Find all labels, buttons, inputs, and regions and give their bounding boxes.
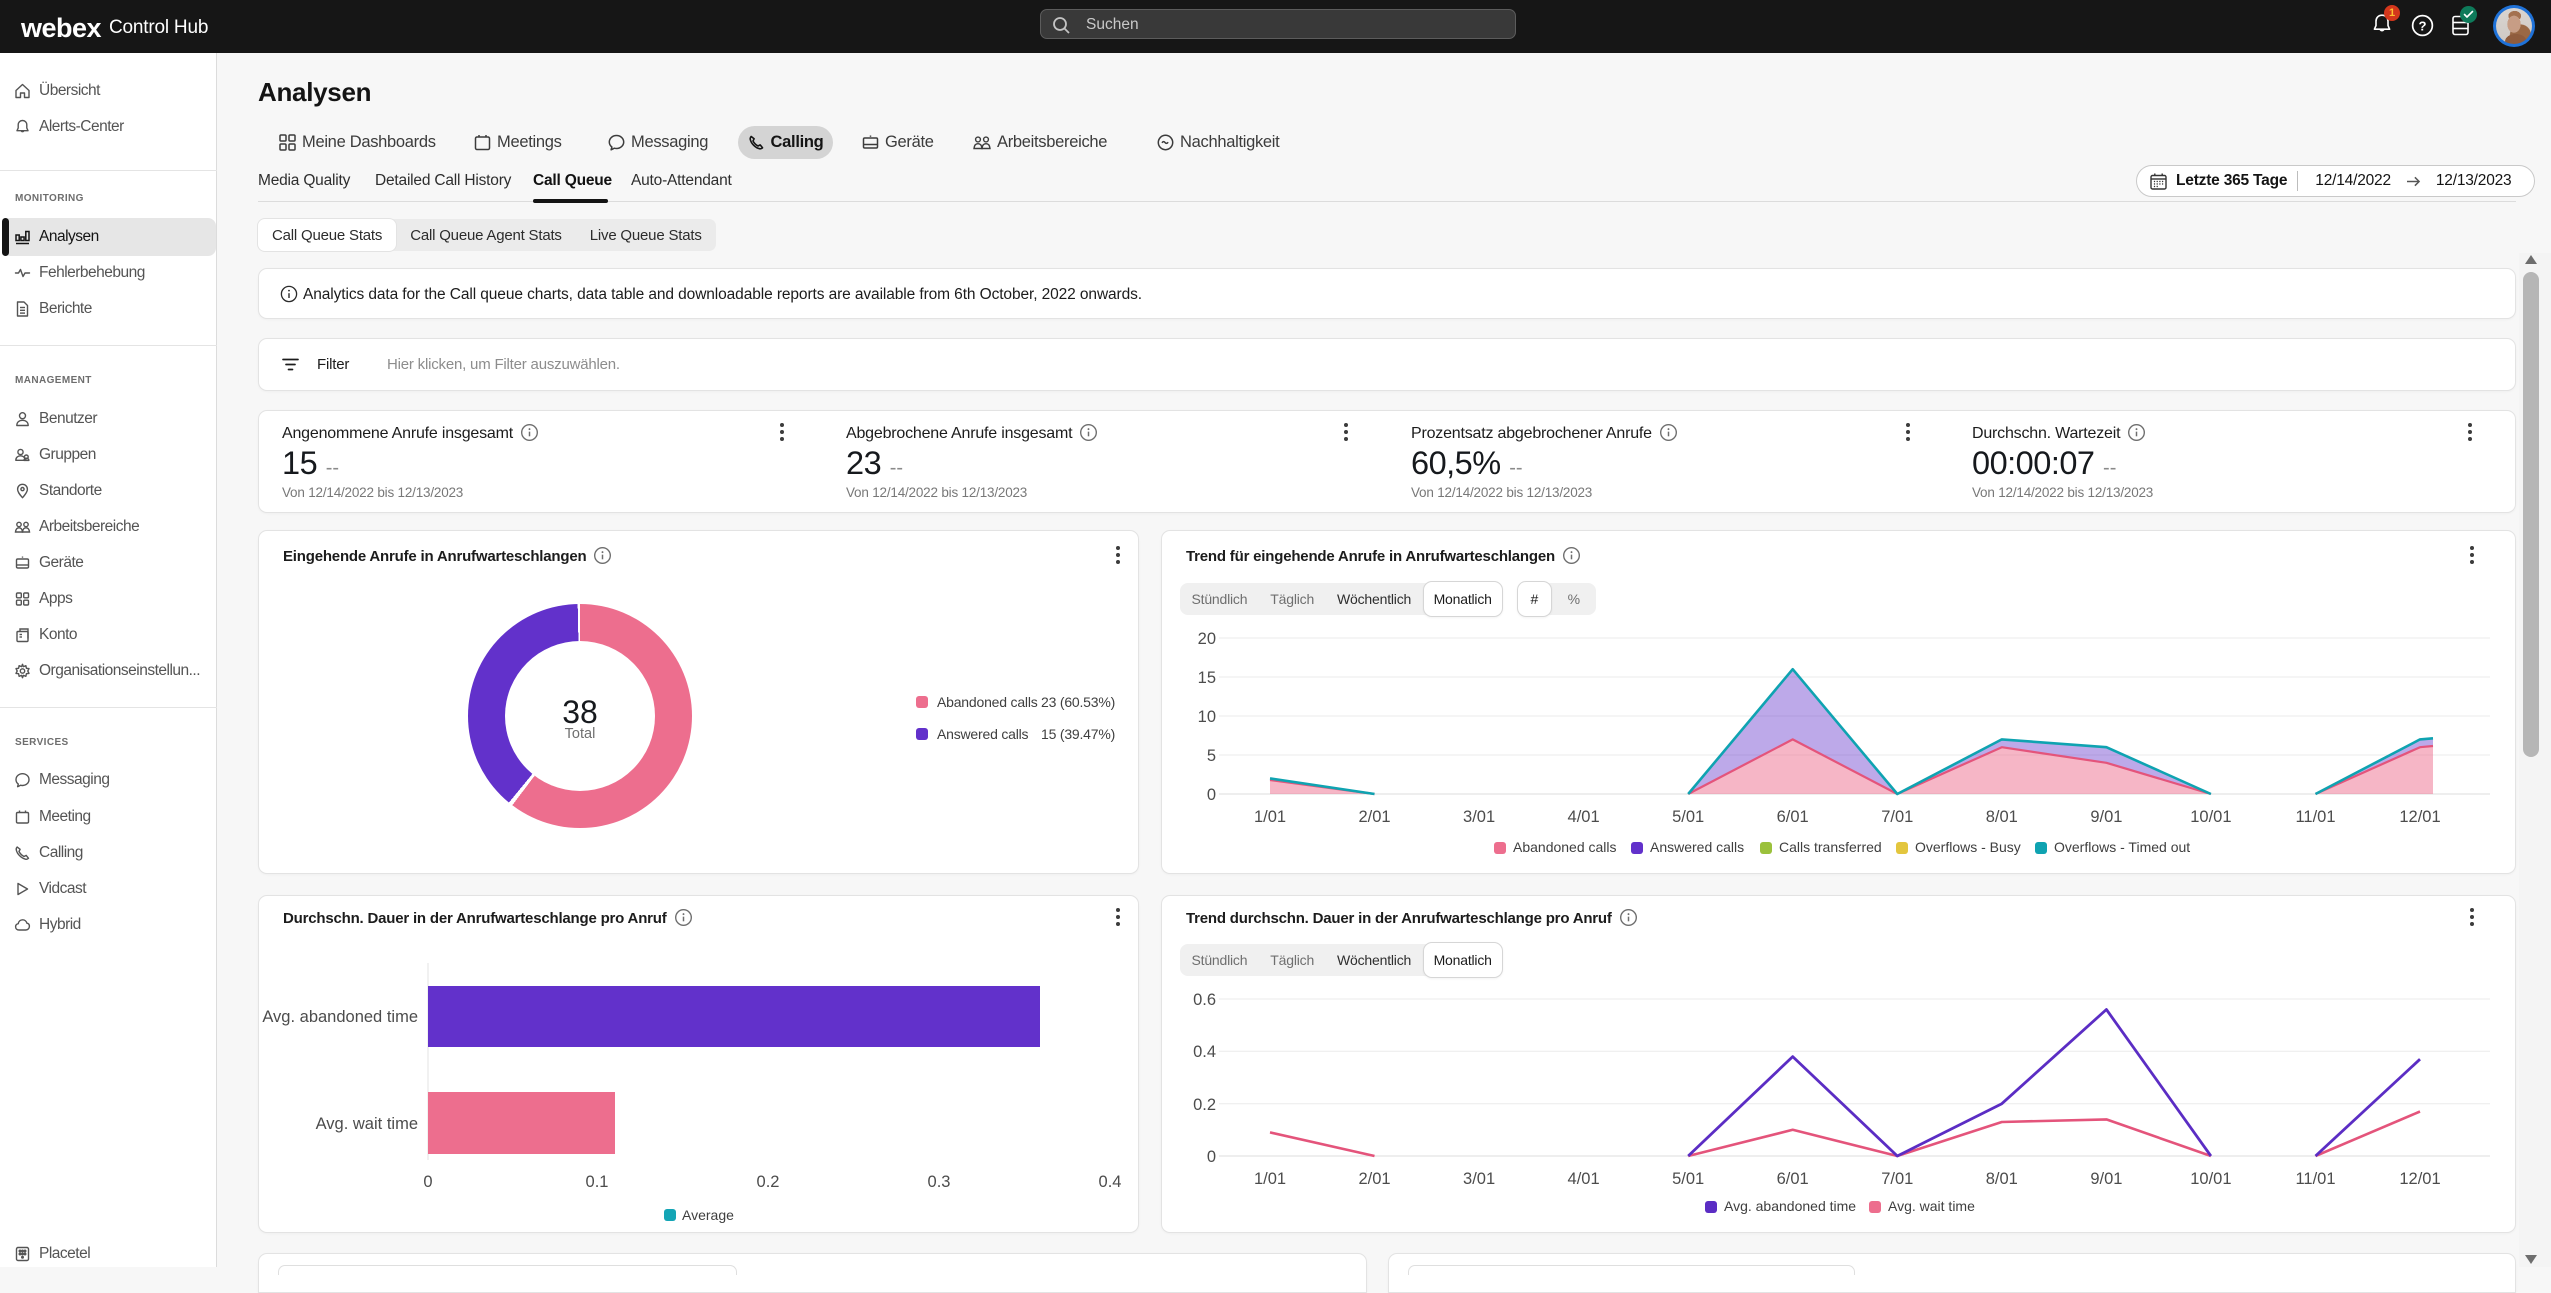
svg-text:5: 5 — [1207, 747, 1216, 765]
svg-text:0: 0 — [1207, 1148, 1216, 1166]
svg-text:5/01: 5/01 — [1672, 1170, 1704, 1188]
svg-text:9/01: 9/01 — [2090, 808, 2122, 826]
svg-text:0.2: 0.2 — [757, 1173, 780, 1191]
svg-text:0: 0 — [423, 1173, 432, 1191]
svg-text:8/01: 8/01 — [1986, 1170, 2018, 1188]
svg-text:?: ? — [2418, 18, 2426, 33]
svg-text:2/01: 2/01 — [1358, 1170, 1390, 1188]
svg-text:8/01: 8/01 — [1986, 808, 2018, 826]
svg-text:0.6: 0.6 — [1193, 991, 1216, 1009]
svg-text:0: 0 — [1207, 786, 1216, 804]
svg-text:Average: Average — [682, 1207, 734, 1223]
svg-text:10/01: 10/01 — [2190, 808, 2231, 826]
svg-text:12/01: 12/01 — [2399, 808, 2440, 826]
svg-text:4/01: 4/01 — [1568, 1170, 1600, 1188]
svg-text:Overflows - Busy: Overflows - Busy — [1915, 839, 2021, 855]
svg-text:1/01: 1/01 — [1254, 808, 1286, 826]
svg-text:11/01: 11/01 — [2295, 808, 2335, 826]
svg-text:12/01: 12/01 — [2399, 1170, 2440, 1188]
svg-text:0.4: 0.4 — [1099, 1173, 1122, 1191]
svg-text:9/01: 9/01 — [2090, 1170, 2122, 1188]
svg-text:11/01: 11/01 — [2295, 1170, 2335, 1188]
svg-text:3/01: 3/01 — [1463, 808, 1495, 826]
svg-text:4/01: 4/01 — [1568, 808, 1600, 826]
svg-text:Avg. wait time: Avg. wait time — [1888, 1198, 1975, 1214]
svg-text:Answered calls: Answered calls — [1650, 839, 1744, 855]
svg-text:7/01: 7/01 — [1881, 1170, 1913, 1188]
svg-text:5/01: 5/01 — [1672, 808, 1704, 826]
svg-text:2/01: 2/01 — [1358, 808, 1390, 826]
svg-text:0.4: 0.4 — [1193, 1043, 1216, 1061]
svg-text:0.3: 0.3 — [928, 1173, 951, 1191]
svg-text:20: 20 — [1198, 630, 1216, 648]
svg-text:Avg. wait time: Avg. wait time — [316, 1115, 418, 1133]
svg-text:Calls transferred: Calls transferred — [1779, 839, 1882, 855]
svg-text:Avg. abandoned time: Avg. abandoned time — [262, 1008, 418, 1026]
svg-text:3/01: 3/01 — [1463, 1170, 1495, 1188]
svg-text:10/01: 10/01 — [2190, 1170, 2231, 1188]
svg-text:10: 10 — [1198, 708, 1216, 726]
svg-text:Overflows - Timed out: Overflows - Timed out — [2054, 839, 2190, 855]
svg-text:Avg. abandoned time: Avg. abandoned time — [1724, 1198, 1856, 1214]
svg-text:6/01: 6/01 — [1777, 1170, 1809, 1188]
svg-text:0.2: 0.2 — [1193, 1096, 1216, 1114]
svg-text:0.1: 0.1 — [586, 1173, 609, 1191]
svg-text:7/01: 7/01 — [1881, 808, 1913, 826]
svg-text:Abandoned calls: Abandoned calls — [1513, 839, 1617, 855]
svg-text:15: 15 — [1198, 669, 1216, 687]
svg-text:1/01: 1/01 — [1254, 1170, 1286, 1188]
svg-text:6/01: 6/01 — [1777, 808, 1809, 826]
